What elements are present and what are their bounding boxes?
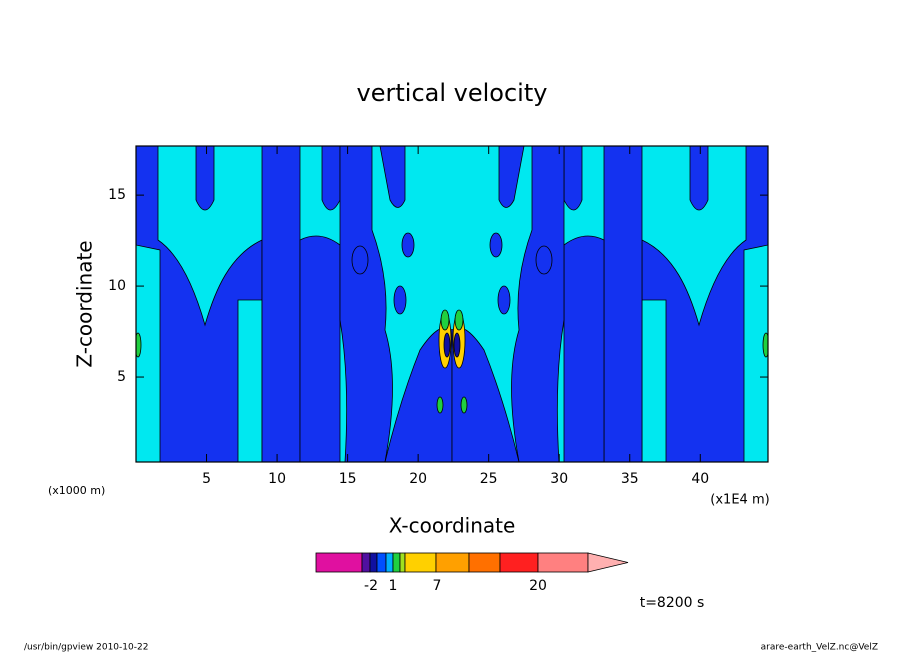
x-tick-label: 5 [202,471,211,487]
footer-right: arare-earth_VelZ.nc@VelZ [761,643,878,653]
x-tick-label: 15 [339,471,357,487]
colorbar-arrow [587,552,629,573]
colorbar-box [468,552,501,573]
x-tick-label: 25 [480,471,498,487]
colorbar-box [385,552,394,573]
x-unit-right: (x1E4 m) [710,493,769,508]
colorbar-box [499,552,539,573]
colorbar-tick-label: -2 [364,578,378,594]
x-axis-title: X-coordinate [389,514,516,538]
x-tick-label: 40 [691,471,709,487]
x-tick-label: 10 [268,471,286,487]
plot-frame [135,145,769,463]
x-tick-label: 30 [550,471,568,487]
x-unit-left: (x1000 m) [48,484,105,497]
colorbar-box [315,552,363,573]
colorbar-box [435,552,470,573]
colorbar-box [369,552,378,573]
time-annotation: t=8200 s [640,595,705,611]
colorbar-tick-label: 20 [529,578,547,594]
y-tick-label: 15 [108,187,126,203]
contour-field [136,146,768,462]
colorbar-box [404,552,437,573]
colorbar-box [537,552,589,573]
colorbar-tick-label: 7 [433,578,442,594]
colorbar-box [399,552,406,573]
chart-title: vertical velocity [357,79,548,107]
x-tick-label: 20 [409,471,427,487]
x-tick-label: 35 [621,471,639,487]
colorbar-box [392,552,401,573]
colorbar-box [376,552,387,573]
colorbar-box [361,552,371,573]
y-axis-title: Z-coordinate [73,240,97,367]
footer-left: /usr/bin/gpview 2010-10-22 [24,643,148,653]
y-tick-label: 10 [108,278,126,294]
colorbar-tick-label: 1 [389,578,398,594]
y-tick-label: 5 [117,369,126,385]
